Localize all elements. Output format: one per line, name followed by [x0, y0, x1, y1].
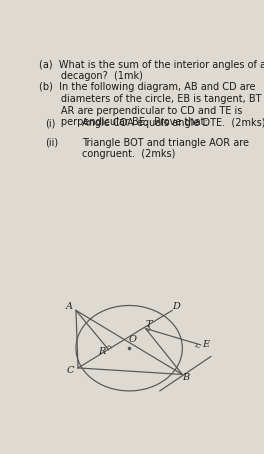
Text: (a)  What is the sum of the interior angles of a
       decagon?  (1mk): (a) What is the sum of the interior angl… — [39, 60, 264, 81]
Text: (ii): (ii) — [45, 138, 58, 148]
Text: (b)  In the following diagram, AB and CD are
       diameters of the circle, EB : (b) In the following diagram, AB and CD … — [39, 83, 264, 127]
Text: (i): (i) — [45, 118, 56, 128]
Text: Angle COA equals angle DTE.  (2mks): Angle COA equals angle DTE. (2mks) — [82, 118, 264, 128]
Text: Triangle BOT and triangle AOR are
congruent.  (2mks): Triangle BOT and triangle AOR are congru… — [82, 138, 249, 159]
